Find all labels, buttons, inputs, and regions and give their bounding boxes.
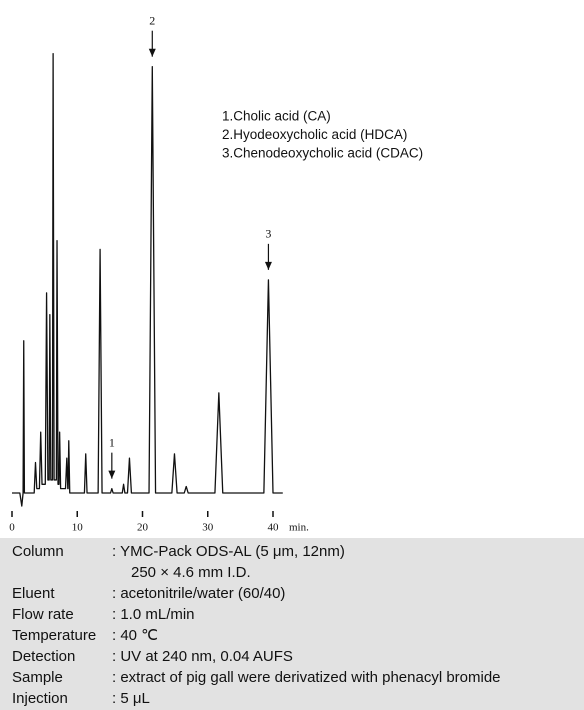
annotation-label: 1 xyxy=(109,435,115,449)
condition-value: : YMC-Pack ODS-AL (5 μm, 12nm) xyxy=(112,543,345,560)
annotation-arrowhead xyxy=(264,261,272,270)
x-tick-label: 10 xyxy=(72,522,84,534)
peak-name: 1.Cholic acid (CA) xyxy=(222,109,331,124)
condition-label: Injection xyxy=(12,690,68,707)
annotation-arrowhead xyxy=(108,470,116,479)
condition-label: Eluent xyxy=(12,585,55,602)
x-tick-label: 20 xyxy=(137,522,149,534)
condition-value: : 1.0 mL/min xyxy=(112,606,195,623)
condition-value: : UV at 240 nm, 0.04 AUFS xyxy=(112,648,293,665)
condition-label: Flow rate xyxy=(12,606,74,623)
annotation-label: 3 xyxy=(265,227,271,241)
chromatogram-trace xyxy=(12,53,283,507)
condition-value: : acetonitrile/water (60/40) xyxy=(112,585,285,602)
x-tick-label: 40 xyxy=(268,522,280,534)
x-tick-label: 0 xyxy=(9,522,15,534)
x-axis-label: min. xyxy=(289,522,309,534)
annotation-arrowhead xyxy=(148,48,156,57)
annotation-label: 2 xyxy=(149,13,155,27)
peak-name: 2.Hyodeoxycholic acid (HDCA) xyxy=(222,127,407,142)
condition-value: : 5 μL xyxy=(112,690,150,707)
x-tick-label: 30 xyxy=(202,522,214,534)
condition-label: Temperature xyxy=(12,627,96,644)
peak-name: 3.Chenodeoxycholic acid (CDAC) xyxy=(222,146,423,161)
condition-label: Sample xyxy=(12,669,63,686)
conditions-panel xyxy=(0,538,584,710)
condition-value: : 40 ℃ xyxy=(112,627,158,644)
condition-value: : extract of pig gall were derivatized w… xyxy=(112,669,501,686)
condition-value: 250 × 4.6 mm I.D. xyxy=(131,564,251,581)
condition-label: Detection xyxy=(12,648,75,665)
condition-label: Column xyxy=(12,543,64,560)
